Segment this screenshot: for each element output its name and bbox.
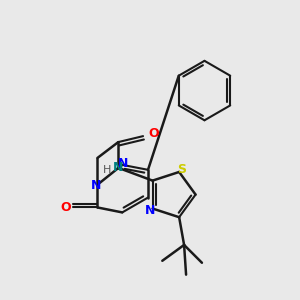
- Text: H: H: [103, 165, 112, 175]
- Text: N: N: [113, 161, 124, 174]
- Text: N: N: [91, 179, 102, 192]
- Text: O: O: [61, 201, 71, 214]
- Text: N: N: [118, 158, 128, 170]
- Text: O: O: [148, 127, 159, 140]
- Text: S: S: [178, 164, 187, 176]
- Text: N: N: [144, 204, 155, 217]
